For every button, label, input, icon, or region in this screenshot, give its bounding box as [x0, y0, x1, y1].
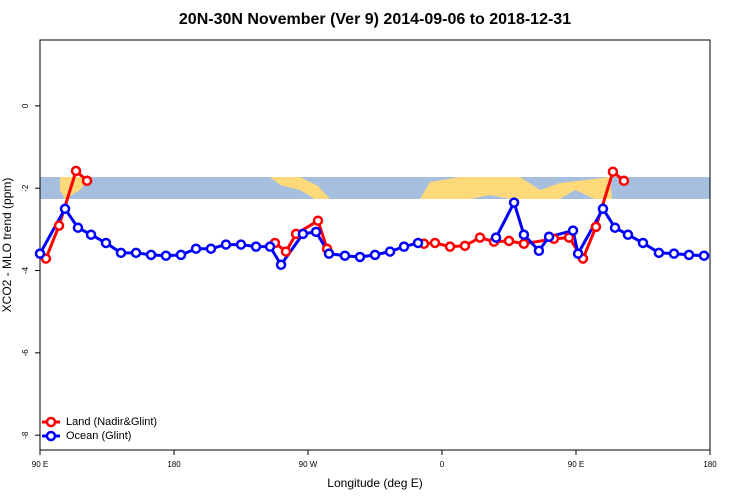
data-point [622, 229, 634, 240]
data-point [72, 222, 84, 233]
data-point [698, 250, 710, 261]
data-point [459, 240, 471, 252]
x-tick-label: 0 [440, 460, 445, 469]
data-point [618, 175, 630, 187]
chart-title: 20N-30N November (Ver 9) 2014-09-06 to 2… [179, 11, 571, 28]
data-point [115, 247, 127, 259]
legend-swatch [45, 430, 57, 442]
x-tick-label: 90 E [568, 460, 584, 469]
data-point [264, 241, 276, 252]
y-tick-label: -2 [21, 184, 30, 192]
data-point [369, 249, 381, 261]
y-axis-label: XCO2 - MLO trend (ppm) [0, 178, 14, 313]
data-point [70, 165, 82, 177]
data-point [474, 232, 486, 243]
y-tick-label: -4 [21, 266, 30, 274]
data-point [543, 231, 555, 243]
data-point [85, 229, 97, 240]
data-point [384, 246, 396, 257]
data-point [235, 239, 247, 250]
data-point [280, 246, 292, 257]
data-point [145, 249, 157, 261]
data-point [205, 243, 217, 254]
x-tick-label: 180 [703, 460, 717, 469]
data-point [609, 222, 621, 233]
data-point [339, 250, 351, 261]
legend-label: Land (Nadir&Glint) [66, 416, 157, 428]
data-point [81, 175, 93, 187]
data-point [429, 237, 441, 249]
y-tick-label: -6 [21, 349, 30, 357]
x-tick-label: 90 W [299, 460, 318, 469]
data-point [160, 250, 172, 261]
data-point [190, 243, 202, 254]
data-point [683, 249, 695, 261]
y-tick-label: -8 [21, 431, 30, 439]
data-point [310, 226, 322, 238]
data-point [59, 203, 71, 215]
data-point [398, 241, 410, 252]
data-point [668, 248, 680, 259]
data-point [297, 228, 309, 240]
data-point [518, 229, 530, 240]
map-strip [40, 177, 710, 199]
data-point [412, 237, 424, 249]
data-point [175, 249, 187, 261]
data-point [567, 225, 579, 236]
data-point [518, 238, 530, 250]
legend: Land (Nadir&Glint) Ocean (Glint) [42, 416, 157, 442]
data-point [354, 251, 366, 263]
data-point [34, 248, 46, 259]
data-point [275, 259, 287, 271]
legend-label: Ocean (Glint) [66, 430, 131, 442]
data-point [597, 203, 609, 215]
data-point [503, 235, 515, 247]
data-point [572, 248, 584, 259]
x-tick-label: 90 E [32, 460, 48, 469]
data-point [533, 245, 545, 257]
data-point [607, 166, 619, 177]
y-tick-label: 0 [21, 103, 30, 108]
data-point [250, 241, 262, 252]
data-point [444, 241, 456, 252]
data-point [220, 239, 232, 250]
data-point [130, 247, 142, 259]
x-axis-label: Longitude (deg E) [327, 476, 422, 490]
data-point [323, 248, 335, 259]
data-point [100, 237, 112, 249]
data-point [590, 221, 602, 233]
data-point [508, 197, 520, 208]
data-point [53, 220, 65, 231]
data-point [653, 247, 665, 259]
plot-frame [39, 39, 711, 451]
data-point [312, 215, 324, 226]
legend-swatch [45, 416, 57, 428]
data-point [637, 237, 649, 249]
data-point [490, 232, 502, 243]
x-tick-label: 180 [167, 460, 181, 469]
